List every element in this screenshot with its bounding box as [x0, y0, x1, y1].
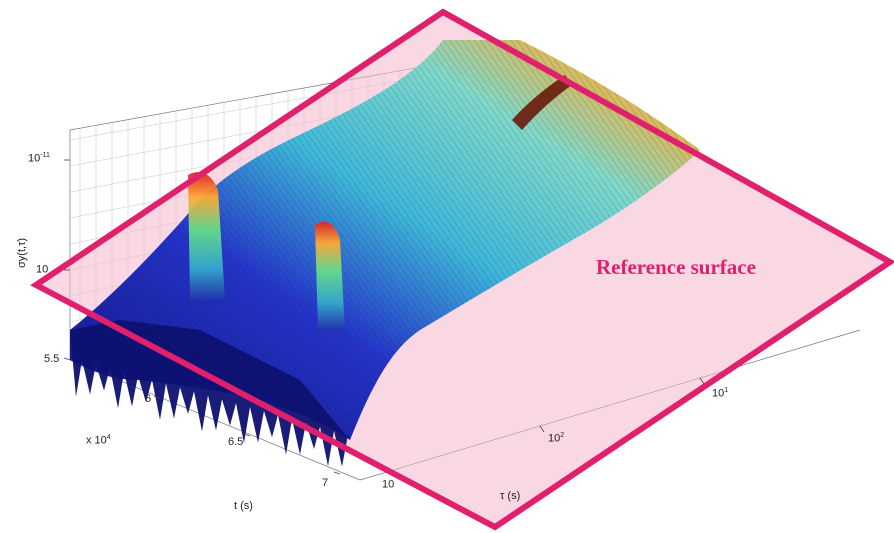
- tau-tick-label: 101: [712, 387, 729, 400]
- z-tick-label: 10-11: [28, 152, 50, 165]
- tau-axis-label: τ (s): [500, 490, 521, 502]
- z-axis-label: σy(t,τ): [16, 237, 28, 268]
- t-tick-label: 6.5: [228, 436, 244, 448]
- axis-ticks: [63, 159, 705, 475]
- reference-surface-label: Reference surface: [596, 255, 756, 279]
- t-multiplier-label: x 104: [86, 434, 111, 447]
- t-tick-label: 7: [322, 477, 329, 489]
- z-tick-label: 10: [36, 263, 49, 276]
- t-tick-label: 5.5: [44, 353, 60, 365]
- t-axis-label: t (s): [234, 500, 253, 512]
- tau-tick-label: 10: [382, 478, 395, 491]
- t-tick-label: 6: [145, 393, 152, 405]
- reference-plane-outline: [30, 8, 894, 531]
- surface-mesh: [70, 40, 700, 467]
- tau-tick-label: 102: [548, 432, 565, 445]
